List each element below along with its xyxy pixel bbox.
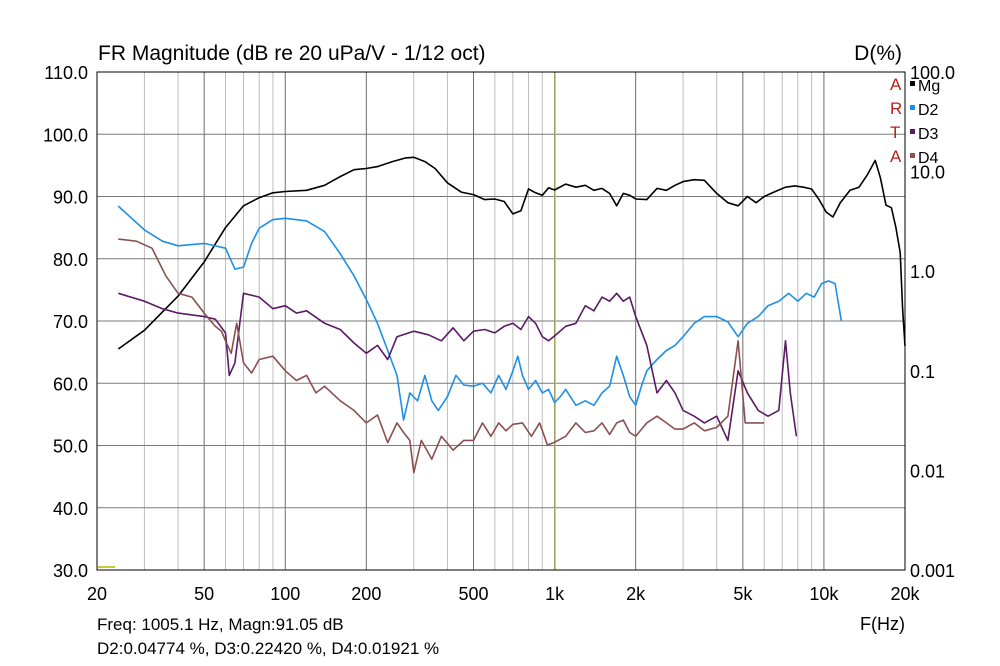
x-tick-label: 2k	[626, 584, 646, 604]
legend-label-mg: Mg	[918, 78, 940, 95]
chart-title: FR Magnitude (dB re 20 uPa/V - 1/12 oct)	[98, 42, 486, 65]
y-right-tick-label: 10.0	[910, 163, 945, 183]
legend-swatch-mg	[910, 81, 915, 86]
y-right-tick-label: 0.01	[910, 461, 945, 481]
legend-label-d4: D4	[918, 150, 939, 167]
plot-frame	[96, 71, 906, 571]
cursor-readout-line1: Freq: 1005.1 Hz, Magn:91.05 dB	[97, 615, 344, 634]
x-tick-label: 500	[458, 584, 488, 604]
x-tick-label: 50	[194, 584, 214, 604]
y-tick-label: 90.0	[53, 188, 88, 208]
y-right-tick-label: 0.001	[910, 561, 955, 581]
x-axis-ticks: 20 50 100 200 500 1k 2k 5k 10k 20k	[87, 584, 921, 604]
y-tick-label: 80.0	[53, 250, 88, 270]
y-tick-label: 50.0	[53, 437, 88, 457]
x-tick-label: 200	[351, 584, 381, 604]
y-tick-label: 30.0	[53, 561, 88, 581]
arta-letter: T	[890, 123, 900, 142]
y-right-tick-label: 1.0	[910, 262, 935, 282]
series-mg-line	[117, 156, 906, 350]
y-tick-label: 40.0	[53, 499, 88, 519]
arta-letter: A	[890, 147, 902, 166]
cursor-readout-line2: D2:0.04774 %, D3:0.22420 %, D4:0.01921 %	[97, 639, 439, 658]
legend-label-d2: D2	[918, 102, 939, 119]
right-axis-title: D(%)	[854, 42, 902, 65]
x-tick-label: 20	[87, 584, 107, 604]
series-d3-line	[118, 292, 798, 442]
x-tick-label: 20k	[890, 584, 920, 604]
y-tick-label: 70.0	[53, 312, 88, 332]
legend-swatch-d2	[910, 105, 915, 110]
y-axis-right-ticks: 0.001 0.01 0.1 1.0 10.0 100.0	[910, 63, 955, 581]
cursor-line	[98, 72, 556, 570]
y-right-tick-label: 0.1	[910, 362, 935, 382]
y-tick-label: 60.0	[53, 374, 88, 394]
legend: Mg D2 D3 D4	[910, 78, 940, 167]
series-layer	[117, 156, 906, 474]
legend-label-d3: D3	[918, 126, 939, 143]
series-d2-line	[117, 205, 843, 421]
x-axis-unit-label: F(Hz)	[860, 614, 905, 634]
x-tick-label: 5k	[733, 584, 753, 604]
y-right-tick-label: 100.0	[910, 63, 955, 83]
arta-letter: R	[890, 99, 902, 118]
arta-letter: A	[890, 75, 902, 94]
y-axis-left-ticks: 30.0 40.0 50.0 60.0 70.0 80.0 90.0 100.0 110.0	[43, 63, 88, 581]
x-tick-label: 100	[270, 584, 300, 604]
x-tick-label: 10k	[809, 584, 839, 604]
y-tick-label: 110.0	[44, 63, 88, 83]
series-d4-line	[118, 238, 765, 474]
legend-swatch-d4	[910, 153, 915, 158]
y-tick-label: 100.0	[43, 125, 88, 145]
legend-swatch-d3	[910, 129, 915, 134]
x-tick-label: 1k	[545, 584, 565, 604]
